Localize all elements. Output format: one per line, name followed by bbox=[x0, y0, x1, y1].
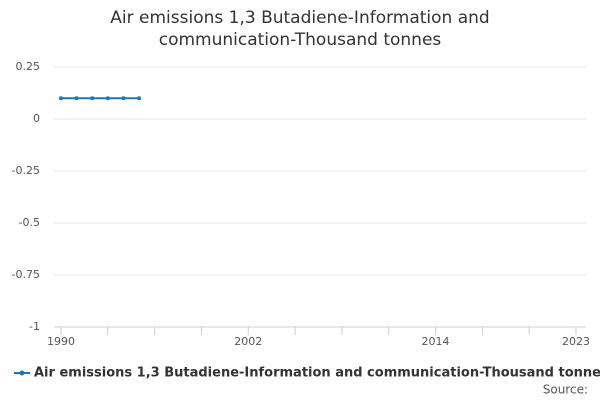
y-tick-label: -0.25 bbox=[12, 164, 40, 177]
legend-label: Air emissions 1,3 Butadiene-Information … bbox=[34, 366, 600, 381]
data-point bbox=[59, 96, 63, 101]
data-point bbox=[74, 96, 79, 101]
x-tick-label: 1990 bbox=[47, 335, 75, 348]
y-tick-label: 0.25 bbox=[16, 60, 41, 73]
legend-marker bbox=[19, 370, 25, 376]
y-tick-label: 0 bbox=[33, 112, 40, 125]
y-tick-label: -0.75 bbox=[12, 268, 40, 281]
x-tick-label: 2023 bbox=[562, 335, 590, 348]
data-point bbox=[137, 96, 142, 101]
data-point bbox=[105, 96, 110, 101]
x-tick-label: 2002 bbox=[234, 335, 262, 348]
data-point bbox=[90, 96, 95, 101]
y-tick-label: -0.5 bbox=[19, 216, 40, 229]
source: Source: bbox=[543, 383, 588, 397]
chart-title: Air emissions 1,3 Butadiene-Information … bbox=[110, 8, 490, 50]
data-point bbox=[121, 96, 126, 101]
y-tick-label: -1 bbox=[29, 320, 40, 333]
x-tick-label: 2014 bbox=[422, 335, 450, 348]
